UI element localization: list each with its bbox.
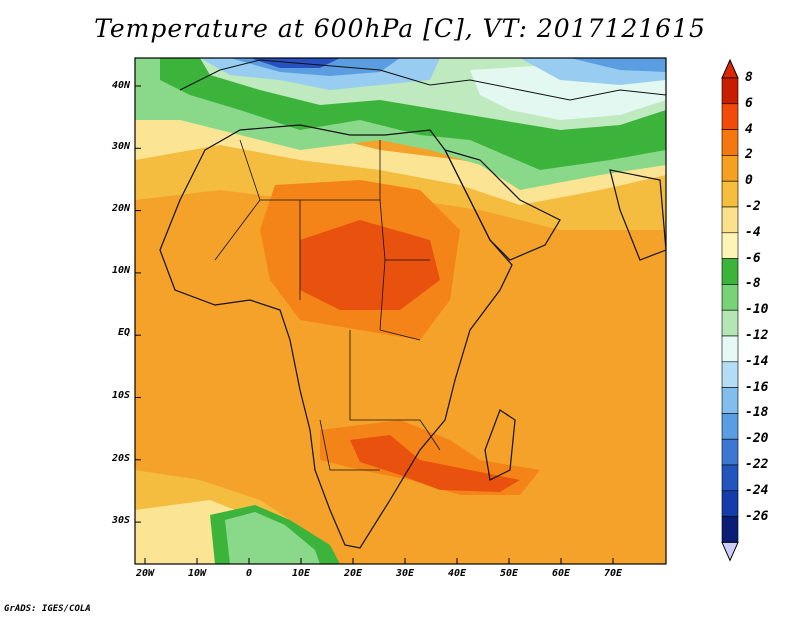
colorbar-swatch: [721, 387, 739, 414]
colorbar-swatch: [721, 309, 739, 337]
lon-label: 70E: [603, 568, 623, 579]
colorbar-label: -4: [745, 224, 761, 240]
colorbar-swatch: [721, 335, 739, 363]
lat-label: 30S: [111, 515, 130, 526]
lon-label: 40E: [447, 568, 467, 579]
colorbar-swatch: [721, 180, 739, 208]
lat-label: 20S: [111, 453, 130, 464]
colorbar-min-arrow: [721, 541, 739, 562]
lat-label: 30N: [111, 141, 130, 152]
colorbar-label: 8: [745, 70, 753, 85]
colorbar-label: -10: [745, 302, 769, 318]
colorbar-label: 4: [745, 121, 753, 137]
madagascar-coastline: [484, 409, 516, 481]
credit-text: GrADS: IGES/COLA: [4, 604, 91, 614]
lon-label: 50E: [499, 568, 519, 579]
colorbar-label: -18: [745, 405, 769, 421]
colorbar-swatch: [721, 464, 739, 492]
colorbar-label: -6: [745, 250, 761, 266]
colorbar-label: -16: [745, 379, 769, 395]
lon-label: 20W: [135, 568, 155, 579]
colorbar-swatch: [721, 284, 739, 311]
africa-coastline: [159, 124, 513, 549]
axis-ticks: [135, 85, 614, 564]
plot-frame: [134, 57, 667, 565]
lat-label: 10N: [111, 265, 130, 276]
colorbar-label: 2: [745, 147, 753, 163]
colorbar-swatch: [721, 258, 739, 285]
country-borders: [214, 139, 441, 471]
colorbar-swatch: [721, 438, 739, 466]
hottest-zone-south: [350, 435, 520, 492]
mid-blue-zone-east: [570, 58, 666, 72]
lat-label: EQ: [117, 327, 130, 338]
chart-title: Temperature at 600hPa [C], VT: 201712161…: [94, 14, 706, 43]
colorbar-label: -26: [745, 508, 769, 524]
colorbar-label: -24: [745, 482, 769, 498]
colorbar-swatch: [721, 516, 739, 543]
colorbar-label: -22: [745, 457, 769, 472]
lon-label: 60E: [551, 568, 571, 579]
colorbar-label: 6: [745, 95, 753, 111]
colorbar-swatch: [721, 413, 739, 440]
india-coastline: [609, 169, 667, 261]
lat-label: 10S: [111, 390, 130, 401]
lon-label: 20E: [343, 568, 363, 579]
hottest-zone-central: [300, 220, 440, 310]
colorbar-swatch: [721, 155, 739, 182]
lat-label: 40N: [111, 80, 130, 91]
colorbar-label: 0: [745, 173, 753, 189]
colorbar-label: -20: [745, 431, 769, 447]
colorbar-swatch: [721, 361, 739, 388]
europe-coastline: [179, 59, 667, 101]
colorbar-label: -12: [745, 328, 769, 343]
light-green-south: [225, 512, 320, 564]
lon-label: 10E: [291, 568, 311, 579]
lon-label: 30E: [395, 568, 415, 579]
colorbar-label: -8: [745, 276, 761, 292]
lon-label: 0: [245, 568, 253, 579]
colorbar-swatch: [721, 206, 739, 234]
arabia-coastline: [443, 149, 561, 261]
colorbar-swatch: [721, 490, 739, 517]
lon-label: 10W: [187, 568, 207, 579]
colorbar-max-arrow: [721, 58, 739, 79]
colorbar-swatch: [721, 103, 739, 130]
colorbar-swatch: [721, 232, 739, 259]
colorbar-swatch: [721, 77, 739, 105]
colorbar-label: -14: [745, 353, 769, 369]
lat-label: 20N: [111, 203, 130, 214]
colorbar-label: -2: [745, 199, 761, 214]
colorbar-swatch: [721, 129, 739, 156]
